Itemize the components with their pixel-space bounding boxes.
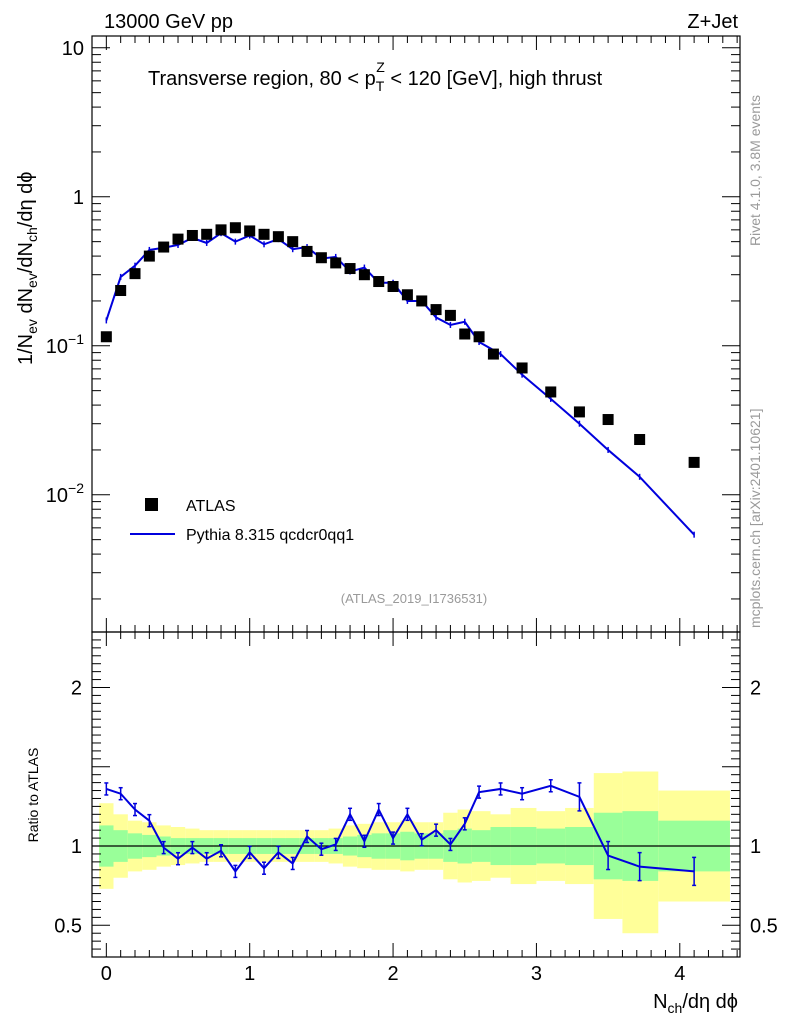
y-tick-label-main: 1 — [73, 187, 84, 209]
energy-label: 13000 GeV pp — [104, 11, 233, 33]
axis-ticks: 0 1 2 3 4 10 1 10−1 10−2 0.5 0.5 1 1 2 2 — [46, 36, 778, 985]
data-point — [473, 331, 485, 343]
ratio-y-axis-label: Ratio to ATLAS — [25, 748, 41, 843]
data-point — [373, 276, 385, 288]
x-tick-label: 1 — [244, 963, 255, 985]
data-point — [344, 263, 356, 275]
data-point — [573, 406, 585, 418]
y-tick-label-ratio-left: 0.5 — [54, 915, 82, 937]
data-point — [229, 222, 241, 234]
legend-mc-label: Pythia 8.315 qcdcr0qq1 — [186, 527, 354, 544]
data-point — [129, 268, 141, 280]
y-tick-label-ratio-left: 1 — [71, 836, 82, 858]
data-point — [688, 456, 700, 468]
data-point — [387, 281, 399, 293]
data-point — [487, 348, 499, 360]
y-tick-label-ratio-right: 1 — [750, 836, 761, 858]
data-point — [201, 228, 213, 240]
data-point — [287, 236, 299, 248]
data-point — [545, 386, 557, 398]
data-point — [401, 289, 413, 301]
legend-data-marker — [145, 498, 158, 511]
data-point — [158, 241, 170, 253]
panel-title: Transverse region, 80 < pTZ < 120 [GeV],… — [148, 59, 603, 94]
y-tick-label-ratio-right: 2 — [750, 677, 761, 699]
legend-data-label: ATLAS — [186, 498, 236, 515]
analysis-id: (ATLAS_2019_I1736531) — [341, 591, 487, 606]
data-point — [516, 362, 528, 374]
mcplots-label: mcplots.cern.ch [arXiv:2401.10621] — [747, 409, 763, 628]
y-tick-label-main: 10 — [62, 38, 84, 60]
uncertainty-bands — [99, 771, 730, 934]
data-point — [258, 228, 270, 240]
data-point — [330, 257, 342, 269]
data-point — [430, 304, 442, 316]
data-point — [444, 309, 456, 321]
data-point — [459, 328, 471, 340]
data-point — [244, 225, 256, 237]
data-point — [358, 269, 370, 281]
data-point — [634, 434, 646, 446]
x-axis-label: Nch/dη dϕ — [653, 991, 738, 1016]
data-point — [301, 245, 313, 257]
y-tick-label-ratio-right: 0.5 — [750, 915, 778, 937]
y-tick-label-ratio-left: 2 — [71, 677, 82, 699]
mc-line — [105, 231, 695, 536]
x-tick-label: 4 — [674, 963, 685, 985]
rivet-label: Rivet 4.1.0, 3.8M events — [747, 95, 763, 246]
data-point — [172, 233, 184, 245]
ratio-series — [104, 779, 697, 887]
data-point — [215, 224, 227, 236]
y-tick-label-main: 10−1 — [46, 331, 84, 358]
ratio-line — [106, 784, 695, 874]
mc-series — [105, 230, 695, 538]
x-tick-label: 3 — [531, 963, 542, 985]
data-point — [416, 295, 428, 307]
data-point — [186, 229, 198, 241]
data-point — [100, 331, 112, 343]
data-point — [315, 252, 327, 264]
process-label: Z+Jet — [687, 11, 738, 33]
x-tick-label: 2 — [387, 963, 398, 985]
data-point — [143, 250, 155, 262]
main-y-axis-label: 1/Nev dNev/dNch/dη dϕ — [15, 172, 40, 365]
ratio-panel-frame — [91, 631, 741, 958]
data-point — [602, 414, 614, 426]
y-tick-label-main: 10−2 — [46, 480, 84, 507]
data-series — [100, 222, 700, 468]
x-tick-label: 0 — [101, 963, 112, 985]
data-point — [272, 231, 284, 243]
data-point — [115, 285, 127, 297]
